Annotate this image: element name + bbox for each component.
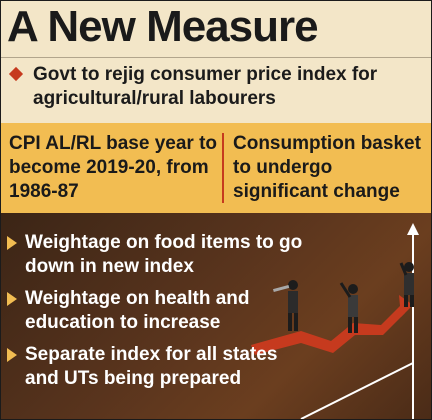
highlight-band: CPI AL/RL base year to become 2019-20, f… [1, 123, 431, 213]
triangle-bullet-icon [7, 292, 17, 306]
intro-block: Govt to rejig consumer price index for a… [8, 63, 421, 111]
key-points-panel: Weightage on food items to go down in ne… [1, 213, 431, 419]
basket-note: Consumption basket to undergo significan… [233, 133, 421, 202]
base-year-note: CPI AL/RL base year to become 2019-20, f… [9, 133, 218, 202]
triangle-bullet-icon [7, 348, 17, 362]
point-text: Separate index for all states and UTs be… [25, 344, 278, 389]
point-text: Weightage on health and education to inc… [25, 288, 250, 333]
intro-text: Govt to rejig consumer price index for a… [33, 64, 378, 109]
list-item: Weightage on food items to go down in ne… [7, 231, 307, 279]
list-item: Separate index for all states and UTs be… [7, 343, 307, 391]
diamond-bullet-icon [8, 66, 24, 82]
list-item: Weightage on health and education to inc… [7, 287, 307, 335]
title-divider [1, 57, 431, 58]
point-text: Weightage on food items to go down in ne… [25, 232, 303, 277]
band-divider [222, 133, 224, 203]
business-people-on-rising-arrow-illustration [251, 223, 419, 419]
key-points-list: Weightage on food items to go down in ne… [7, 231, 307, 399]
triangle-bullet-icon [7, 236, 17, 250]
headline: A New Measure [7, 2, 319, 51]
